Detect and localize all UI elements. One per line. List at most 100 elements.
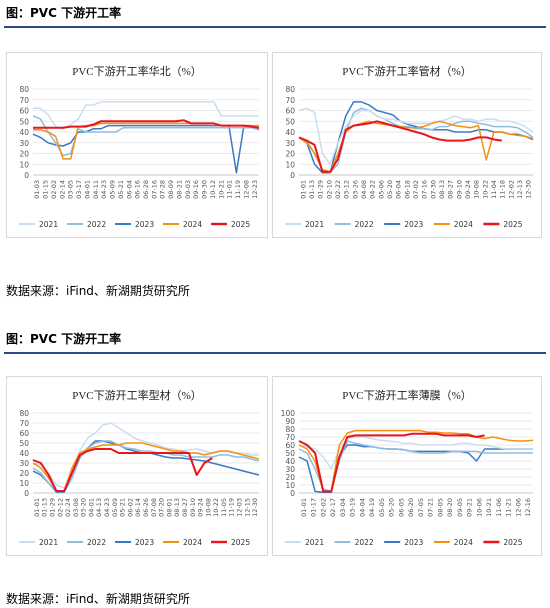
legend-label-2023: 2023 [404, 538, 423, 547]
x-tick-label: 01-01 [299, 180, 307, 199]
series-line-2024 [298, 429, 534, 493]
legend-label-2021: 2021 [305, 538, 324, 547]
x-tick-label: 04-23 [100, 180, 108, 199]
y-tick-label: 80 [19, 409, 29, 418]
x-tick-label: 06-18 [403, 180, 411, 199]
y-tick-label: 40 [285, 457, 295, 466]
x-tick-label: 11-05 [220, 498, 228, 517]
x-tick-label: 07-21 [427, 498, 435, 517]
x-tick-label: 05-09 [111, 498, 119, 517]
legend-label-2024: 2024 [454, 538, 473, 547]
x-tick-label: 08-21 [175, 180, 183, 199]
legend-label-2021: 2021 [39, 538, 58, 547]
series-line-2022 [298, 107, 534, 174]
series-line-2025 [298, 432, 485, 493]
x-tick-label: 01-17 [310, 498, 318, 517]
figure-title-top: 图：PVC 下游开工率 [6, 6, 122, 20]
x-tick-label: 02-02 [319, 498, 327, 517]
x-tick-label: 03-05 [67, 180, 75, 199]
x-tick-label: 08-01 [165, 498, 173, 517]
x-tick-label: 04-22 [369, 180, 377, 199]
y-tick-label: 0 [290, 171, 295, 180]
x-tick-label: 10-12 [209, 180, 217, 199]
x-tick-label: 12-15 [243, 498, 251, 517]
y-tick-label: 20 [19, 150, 29, 159]
series-line-2024 [32, 442, 260, 492]
x-tick-label: 06-14 [134, 498, 142, 517]
legend-label-2021: 2021 [39, 220, 58, 229]
x-tick-label: 01-03 [33, 180, 41, 199]
x-tick-label: 12-23 [251, 180, 259, 199]
x-tick-label: 04-11 [92, 180, 100, 199]
y-tick-label: 20 [19, 469, 29, 478]
x-tick-label: 07-08 [150, 498, 158, 517]
x-tick-label: 11-04 [490, 180, 498, 199]
y-tick-label: 60 [19, 107, 29, 116]
x-tick-label: 12-06 [514, 498, 522, 517]
x-tick-label: 04-23 [103, 498, 111, 517]
y-tick-label: 30 [19, 139, 29, 148]
legend-label-2025: 2025 [231, 538, 250, 547]
x-tick-label: 01-29 [317, 180, 325, 199]
chart-panel-profile: PVC下游开工率型材（%） 0 10 20 30 40 50 60 70 80 01-01 01-13… [6, 376, 268, 556]
x-tick-label: 03-20 [80, 498, 88, 517]
x-tick-label: 03-08 [72, 498, 80, 517]
x-tick-label: 12-16 [524, 498, 532, 517]
x-tick-label: 06-02 [126, 498, 134, 517]
y-tick-label: 80 [285, 425, 295, 434]
x-tick-label: 07-05 [417, 498, 425, 517]
legend-label-2022: 2022 [87, 538, 106, 547]
x-tick-label: 12-03 [236, 498, 244, 517]
series-line-2025 [33, 119, 260, 129]
x-tick-label: 01-29 [48, 498, 56, 517]
series-line-2025 [32, 448, 213, 492]
legend-label-2025: 2025 [231, 220, 250, 229]
figure-rule-bottom [4, 352, 546, 354]
y-tick-label: 40 [285, 128, 295, 137]
x-tick-label: 05-20 [386, 180, 394, 199]
x-tick-label: 10-22 [212, 498, 220, 517]
x-tick-label: 01-13 [308, 180, 316, 199]
x-tick-label: 08-20 [446, 498, 454, 517]
legend-label-2022: 2022 [355, 538, 374, 547]
series-line-2022 [32, 115, 260, 157]
y-tick-label: 30 [285, 139, 295, 148]
y-tick-label: 10 [19, 479, 29, 488]
x-tick-label: 07-30 [429, 180, 437, 199]
series-line-2022 [32, 440, 260, 492]
x-tick-label: 09-24 [464, 180, 472, 199]
legend-label-2022: 2022 [355, 220, 374, 229]
x-tick-label: 11-21 [505, 498, 513, 517]
legend-label-2024: 2024 [454, 220, 473, 229]
x-tick-label: 12-30 [525, 180, 533, 199]
y-tick-label: 70 [19, 96, 29, 105]
x-tick-label: 06-20 [407, 498, 415, 517]
y-tick-label: 30 [19, 459, 29, 468]
x-tick-label: 12-08 [242, 180, 250, 199]
y-tick-label: 50 [19, 117, 29, 126]
x-tick-label: 10-06 [475, 498, 483, 517]
x-tick-label: 10-22 [481, 180, 489, 199]
x-tick-label: 02-10 [325, 180, 333, 199]
x-tick-label: 08-05 [436, 498, 444, 517]
y-tick-label: 80 [19, 85, 29, 94]
x-tick-label: 08-13 [438, 180, 446, 199]
series-line-2024 [298, 120, 534, 173]
x-tick-label: 07-16 [421, 180, 429, 199]
x-tick-label: 02-12 [56, 498, 64, 517]
x-tick-label: 11-18 [499, 180, 507, 199]
source-note-bottom: 数据来源：iFind、新湖期货研究所 [6, 592, 190, 606]
x-tick-label: 01-01 [300, 498, 308, 517]
x-tick-label: 04-04 [358, 498, 366, 517]
x-tick-label: 06-04 [125, 180, 133, 199]
x-tick-label: 04-08 [360, 180, 368, 199]
x-tick-label: 11-19 [228, 498, 236, 517]
chart-title: PVC下游开工率华北（%） [72, 64, 202, 78]
y-tick-label: 40 [19, 128, 29, 137]
series-line-2023 [32, 124, 260, 174]
x-tick-label: 08-27 [447, 180, 455, 199]
chart-panel-film: PVC下游开工率薄膜（%） 0 10 20 30 40 50 60 70 80 90 100 01-01… [272, 376, 542, 556]
x-tick-label: 11-01 [226, 180, 234, 199]
